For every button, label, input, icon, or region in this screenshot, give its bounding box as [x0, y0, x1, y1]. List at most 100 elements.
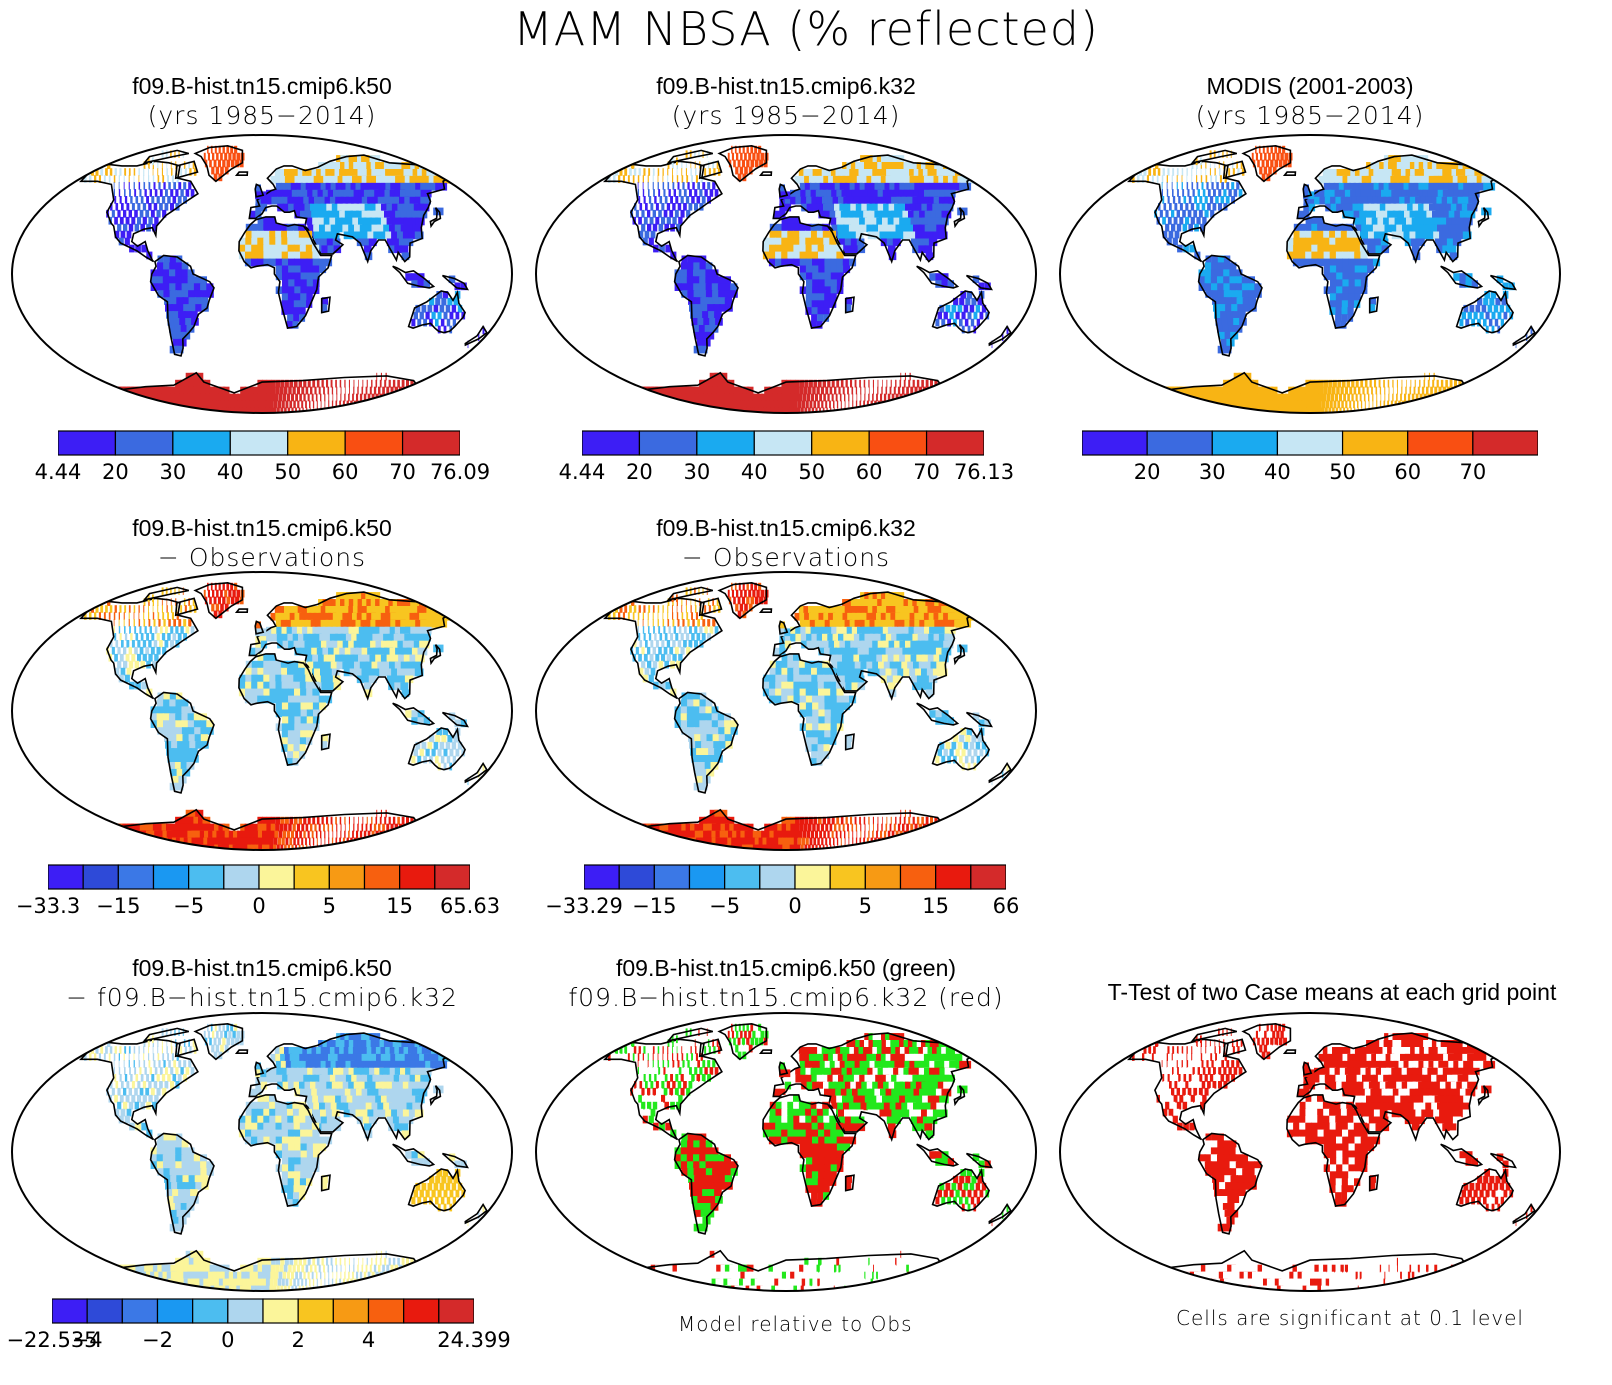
map-cell [638, 168, 641, 176]
map-cell [121, 393, 134, 402]
map-cell [1162, 216, 1166, 225]
map-cell [1259, 400, 1267, 409]
map-cell [226, 145, 230, 154]
map-cell [348, 189, 358, 198]
map-cell [1226, 311, 1234, 319]
map-cell [165, 189, 168, 197]
map-cell [152, 175, 155, 183]
map-cell [190, 372, 199, 381]
map-cell [183, 619, 187, 627]
map-cell [169, 283, 177, 291]
map-cell [171, 605, 173, 613]
map-cell [308, 196, 317, 205]
coastline [673, 254, 739, 357]
map-cell [901, 196, 912, 205]
map-cell [851, 386, 854, 395]
map-cell [237, 830, 244, 839]
map-cell [176, 612, 179, 620]
map-cell [251, 695, 258, 704]
map-cell [1473, 311, 1478, 320]
map-cell [1379, 386, 1382, 395]
map-cell [314, 386, 317, 395]
map-cell [1185, 216, 1190, 225]
map-cell [921, 379, 924, 388]
map-cell [1383, 217, 1391, 226]
map-cell [1415, 231, 1424, 240]
map-cell [1388, 182, 1398, 191]
map-cell [349, 668, 358, 677]
map-cell [131, 216, 136, 225]
map-cell [164, 297, 172, 305]
map-cell [228, 407, 236, 413]
map-cell [1305, 251, 1312, 260]
panel-title-line1: f09.B-hist.tn15.cmip6.k50 [132, 73, 392, 99]
map-cell [362, 816, 364, 825]
map-cell [146, 633, 149, 641]
map-cell [163, 283, 171, 291]
map-cell [289, 816, 294, 825]
map-cell [834, 182, 843, 191]
map-cell [377, 224, 386, 233]
map-cell [1248, 290, 1256, 298]
map-cell [1370, 210, 1379, 219]
map-cell [369, 654, 379, 663]
map-cell [399, 407, 407, 413]
map-cell [1317, 400, 1322, 409]
map-cell [665, 681, 671, 690]
map-cell [188, 161, 190, 169]
map-cell [266, 816, 272, 825]
map-cell [150, 209, 155, 218]
map-cell [1451, 217, 1461, 226]
map-cell [386, 640, 396, 649]
map-cell [420, 633, 431, 642]
map-cell [1336, 286, 1343, 294]
map-cell [1483, 297, 1489, 306]
map-cell [251, 660, 259, 669]
map-cell [123, 660, 128, 669]
map-cell [397, 203, 408, 212]
map-cell [280, 182, 288, 191]
map-cell [667, 175, 669, 183]
map-cell [608, 612, 611, 620]
map-cell [460, 719, 467, 728]
map-cell [301, 823, 305, 832]
map-cell [773, 393, 779, 402]
map-cell [211, 603, 215, 612]
panel-title-line1: T-Test of two Case means at each grid po… [1107, 979, 1557, 1005]
map-cell [365, 823, 368, 832]
map-cell [652, 400, 666, 409]
map-cell [1222, 325, 1231, 333]
map-cell [1218, 331, 1228, 340]
map-cell [677, 182, 680, 190]
map-cell [1422, 189, 1432, 198]
map-cell [250, 837, 256, 846]
map-cell [371, 407, 377, 413]
map-cell [340, 633, 349, 642]
map-cell [258, 844, 263, 850]
map-cell [1262, 145, 1265, 154]
map-cell [399, 393, 404, 402]
map-cell [274, 223, 282, 232]
map-cell [1198, 209, 1203, 218]
map-cell [121, 830, 134, 839]
map-cell [1185, 203, 1189, 211]
map-cell [161, 633, 166, 641]
map-cell [1360, 379, 1364, 388]
map-cell [650, 230, 656, 239]
map-cell [1218, 407, 1229, 413]
map-cell [1212, 297, 1220, 305]
map-cell [1347, 175, 1355, 184]
map-cell [1414, 379, 1416, 388]
map-cell [1269, 407, 1277, 413]
map-cell [859, 217, 867, 226]
map-cell [324, 196, 333, 205]
map-cell [105, 837, 120, 846]
map-frame [11, 571, 513, 851]
map-cell [1211, 255, 1218, 264]
map-cell [314, 196, 322, 205]
map-cell [188, 290, 196, 298]
map-cell [1223, 276, 1231, 284]
map-cell [378, 647, 388, 656]
map-cell [1347, 244, 1355, 253]
map-cell [624, 386, 638, 395]
